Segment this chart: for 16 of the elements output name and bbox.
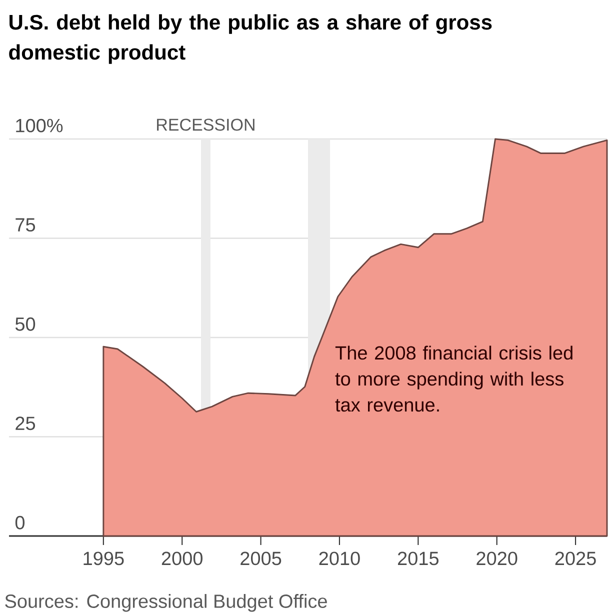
band-label: RECESSION: [157, 118, 254, 131]
x-tick-label: 2010: [319, 552, 360, 566]
y-tick-label: 0: [15, 516, 25, 530]
source-note: Sources: Congressional Budget Office: [5, 594, 327, 612]
x-tick-label: 2015: [398, 552, 438, 566]
annotation: The 2008 financial crisis led to more spending with less tax revenue.: [335, 346, 572, 412]
x-tick-label: 2020: [476, 552, 518, 566]
x-tick-label: 2005: [240, 552, 282, 566]
chart-title: U.S. debt held by the public as a share of gross domestic product: [9, 14, 492, 64]
x-tick-label: 2000: [162, 552, 202, 566]
y-tick-label: 100%: [16, 118, 63, 132]
x-tick-label: 2025: [555, 552, 596, 566]
y-tick-label: 50: [15, 317, 36, 331]
x-tick-label: 1995: [84, 552, 124, 566]
y-tick-label: 75: [16, 218, 36, 232]
y-tick-label: 25: [16, 416, 36, 430]
